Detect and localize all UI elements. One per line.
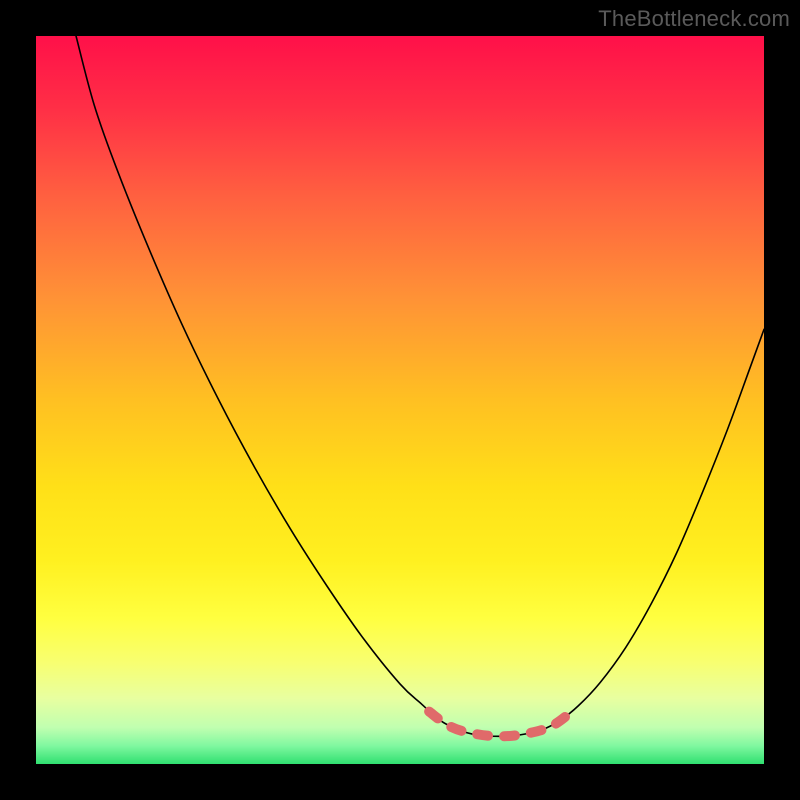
highlight-bottom-region xyxy=(429,712,572,737)
chart-plot-area xyxy=(36,36,764,764)
chart-svg-layer xyxy=(36,36,764,764)
chart-outer-frame: TheBottleneck.com xyxy=(0,0,800,800)
watermark-text: TheBottleneck.com xyxy=(598,6,790,32)
bottleneck-curve-line xyxy=(76,36,764,736)
